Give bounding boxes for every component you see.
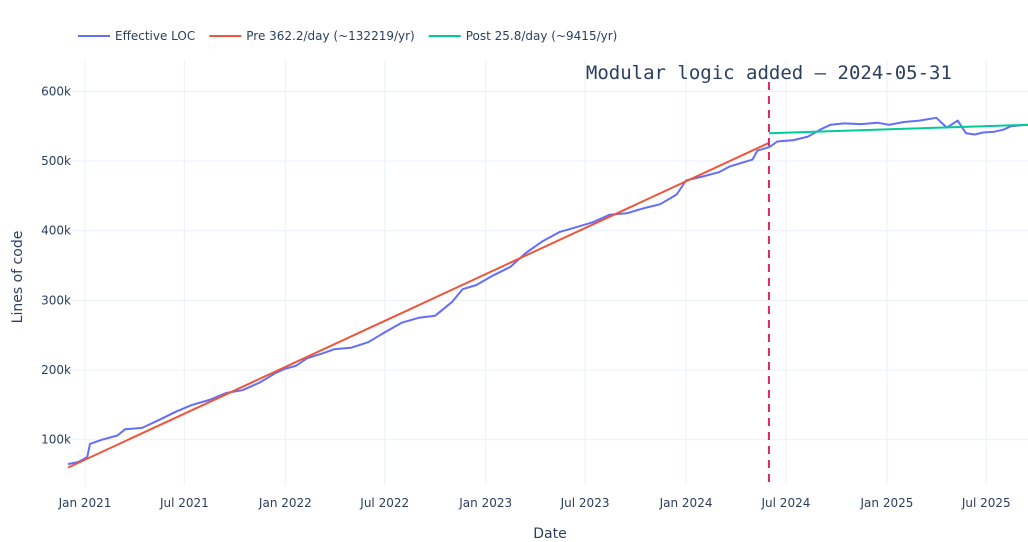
- x-tick-label: Jul 2021: [159, 496, 209, 510]
- y-tick-label: 400k: [41, 224, 71, 238]
- x-tick-label: Jul 2023: [560, 496, 610, 510]
- y-tick-label: 200k: [41, 363, 71, 377]
- legend-item[interactable]: Pre 362.2/day (~132219/yr): [209, 29, 415, 43]
- y-tick-label: 500k: [41, 154, 71, 168]
- x-tick-label: Jul 2024: [761, 496, 811, 510]
- series-line-post: [768, 123, 1028, 135]
- y-axis-title: Lines of code: [10, 231, 26, 324]
- x-tick-label: Jul 2025: [961, 496, 1011, 510]
- legend-label: Post 25.8/day (~9415/yr): [466, 29, 618, 43]
- annotation-label: Modular logic added — 2024-05-31: [586, 62, 952, 84]
- x-tick-label: Jan 2021: [58, 496, 112, 510]
- x-axis-title: Date: [533, 526, 566, 542]
- legend-label: Effective LOC: [115, 29, 195, 43]
- legend-item[interactable]: Post 25.8/day (~9415/yr): [428, 29, 618, 43]
- x-axis: Jan 2021 Jul 2021 Jan 2022 Jul 2022 Jan 2023…: [58, 496, 1011, 510]
- y-tick-label: 600k: [41, 84, 71, 98]
- legend-item[interactable]: Effective LOC: [78, 29, 195, 43]
- x-tick-label: Jan 2022: [258, 496, 312, 510]
- y-axis: 100k 200k 300k 400k 500k 600k: [41, 84, 71, 446]
- plot-area: [67, 116, 1028, 469]
- x-tick-label: Jan 2024: [659, 496, 713, 510]
- x-tick-label: Jul 2022: [359, 496, 409, 510]
- x-tick-label: Jan 2023: [458, 496, 512, 510]
- gridlines: [68, 60, 1028, 485]
- x-tick-label: Jan 2025: [860, 496, 914, 510]
- y-tick-label: 300k: [41, 293, 71, 307]
- legend-label: Pre 362.2/day (~132219/yr): [246, 29, 414, 43]
- series-line-pre: [67, 141, 770, 469]
- y-tick-label: 100k: [41, 433, 71, 447]
- legend[interactable]: Effective LOC Pre 362.2/day (~132219/yr) P…: [78, 29, 617, 43]
- series-line-effective: [67, 116, 1028, 466]
